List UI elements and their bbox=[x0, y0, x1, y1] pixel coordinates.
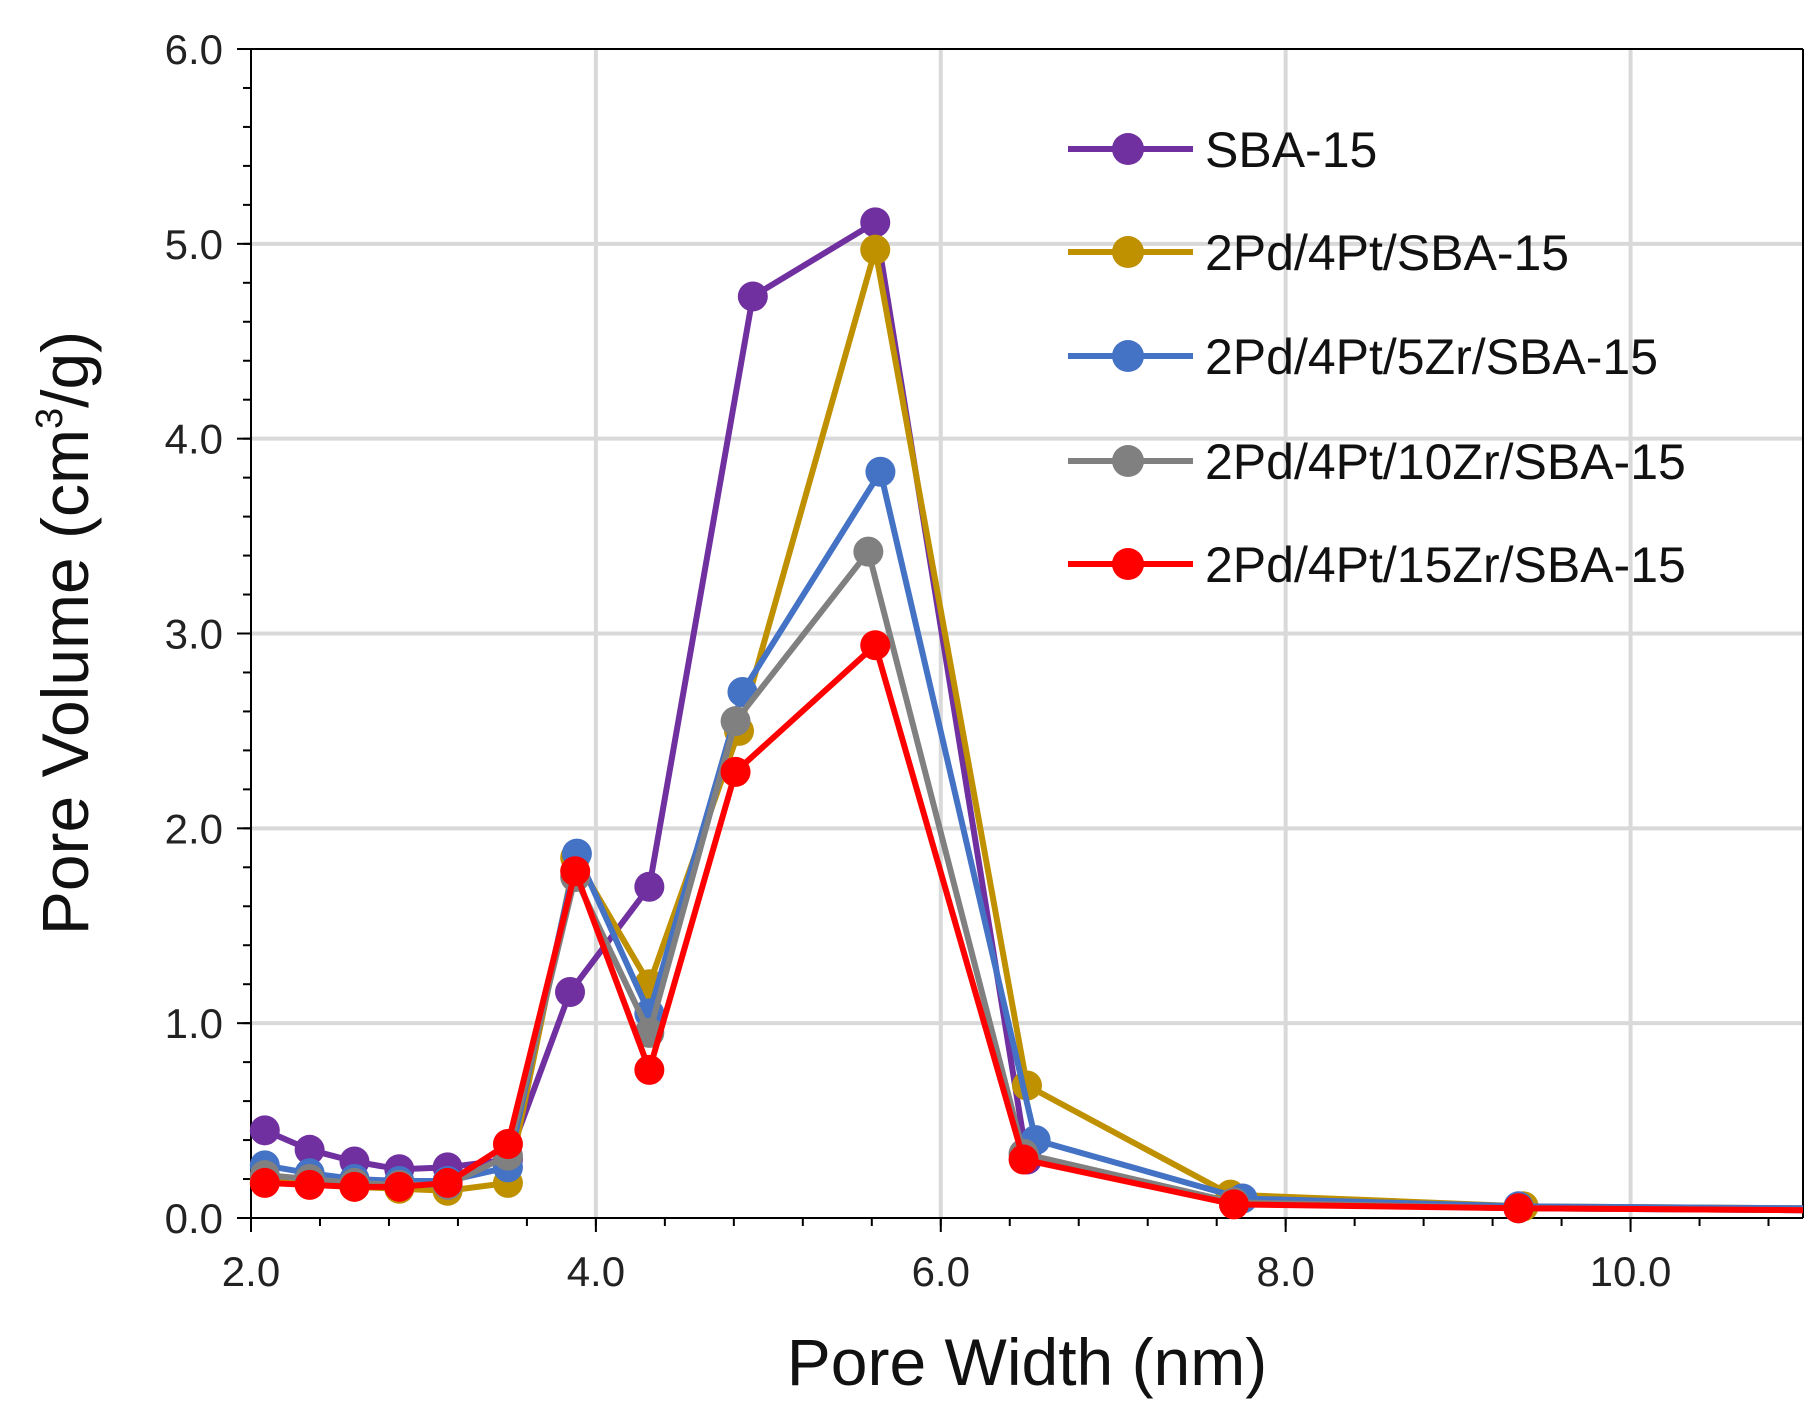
grid bbox=[251, 49, 1803, 1218]
y-tick-label: 5.0 bbox=[165, 221, 223, 268]
y-tick-label: 0.0 bbox=[165, 1195, 223, 1242]
data-point bbox=[737, 281, 768, 312]
x-axis-label: Pore Width (nm) bbox=[787, 1325, 1267, 1399]
data-point bbox=[249, 1115, 280, 1146]
data-point bbox=[249, 1167, 280, 1198]
series-line bbox=[264, 548, 1804, 1214]
x-tick-label: 6.0 bbox=[912, 1248, 970, 1295]
y-axis-label-sup: 3 bbox=[29, 408, 71, 429]
data-point bbox=[634, 1054, 665, 1085]
y-tick-label: 1.0 bbox=[165, 1000, 223, 1047]
legend-marker bbox=[1112, 236, 1144, 268]
x-tick-label: 2.0 bbox=[222, 1248, 280, 1295]
y-axis-label-main: Pore Volume (cm bbox=[28, 429, 102, 935]
y-tick-label: 3.0 bbox=[165, 611, 223, 658]
data-point bbox=[865, 456, 896, 487]
data-point bbox=[634, 871, 665, 902]
legend-label: 2Pd/4Pt/5Zr/SBA-15 bbox=[1205, 329, 1658, 385]
data-point bbox=[294, 1169, 325, 1200]
x-tick-label: 4.0 bbox=[567, 1248, 625, 1295]
series-4 bbox=[249, 630, 1804, 1224]
data-point bbox=[560, 856, 591, 887]
data-point bbox=[1008, 1144, 1039, 1175]
legend-item: 2Pd/4Pt/SBA-15 bbox=[1068, 225, 1569, 281]
data-point bbox=[860, 234, 891, 265]
y-tick-label: 6.0 bbox=[165, 26, 223, 73]
series-3 bbox=[249, 536, 1804, 1224]
legend: SBA-15 2Pd/4Pt/SBA-15 2Pd/4Pt/5Zr/SBA-15 2P… bbox=[1068, 122, 1686, 593]
data-point bbox=[853, 536, 884, 567]
legend-marker bbox=[1112, 133, 1144, 165]
x-tick-label: 10.0 bbox=[1590, 1248, 1672, 1295]
data-point bbox=[1218, 1189, 1249, 1220]
legend-marker bbox=[1112, 340, 1144, 372]
axes: 2.0 4.0 6.0 8.0 10.0 0.0 1.0 2.0 3.0 4.0 5.0 6.0 bbox=[165, 26, 1804, 1295]
legend-label: SBA-15 bbox=[1205, 122, 1377, 178]
legend-item: 2Pd/4Pt/15Zr/SBA-15 bbox=[1068, 537, 1686, 593]
data-point bbox=[294, 1134, 325, 1165]
legend-item: 2Pd/4Pt/10Zr/SBA-15 bbox=[1068, 434, 1686, 490]
data-point bbox=[339, 1171, 370, 1202]
y-tick-label: 4.0 bbox=[165, 416, 223, 463]
legend-label: 2Pd/4Pt/15Zr/SBA-15 bbox=[1205, 537, 1686, 593]
legend-label: 2Pd/4Pt/10Zr/SBA-15 bbox=[1205, 434, 1686, 490]
data-point bbox=[432, 1167, 463, 1198]
data-point bbox=[860, 207, 891, 238]
data-point bbox=[492, 1128, 523, 1159]
legend-label: 2Pd/4Pt/SBA-15 bbox=[1205, 225, 1569, 281]
data-point bbox=[555, 976, 586, 1007]
data-point bbox=[720, 756, 751, 787]
y-axis-label-end: /g) bbox=[28, 331, 102, 408]
series-group bbox=[249, 207, 1804, 1224]
x-tick-label: 8.0 bbox=[1256, 1248, 1314, 1295]
legend-marker bbox=[1112, 548, 1144, 580]
legend-item: SBA-15 bbox=[1068, 122, 1377, 178]
y-tick-label: 2.0 bbox=[165, 805, 223, 852]
y-axis-label: Pore Volume (cm3/g) bbox=[28, 331, 102, 935]
series-line bbox=[264, 246, 1804, 1212]
data-point bbox=[384, 1171, 415, 1202]
data-point bbox=[1503, 1193, 1534, 1224]
data-point bbox=[720, 706, 751, 737]
legend-item: 2Pd/4Pt/5Zr/SBA-15 bbox=[1068, 329, 1658, 385]
data-point bbox=[860, 630, 891, 661]
legend-marker bbox=[1112, 445, 1144, 477]
